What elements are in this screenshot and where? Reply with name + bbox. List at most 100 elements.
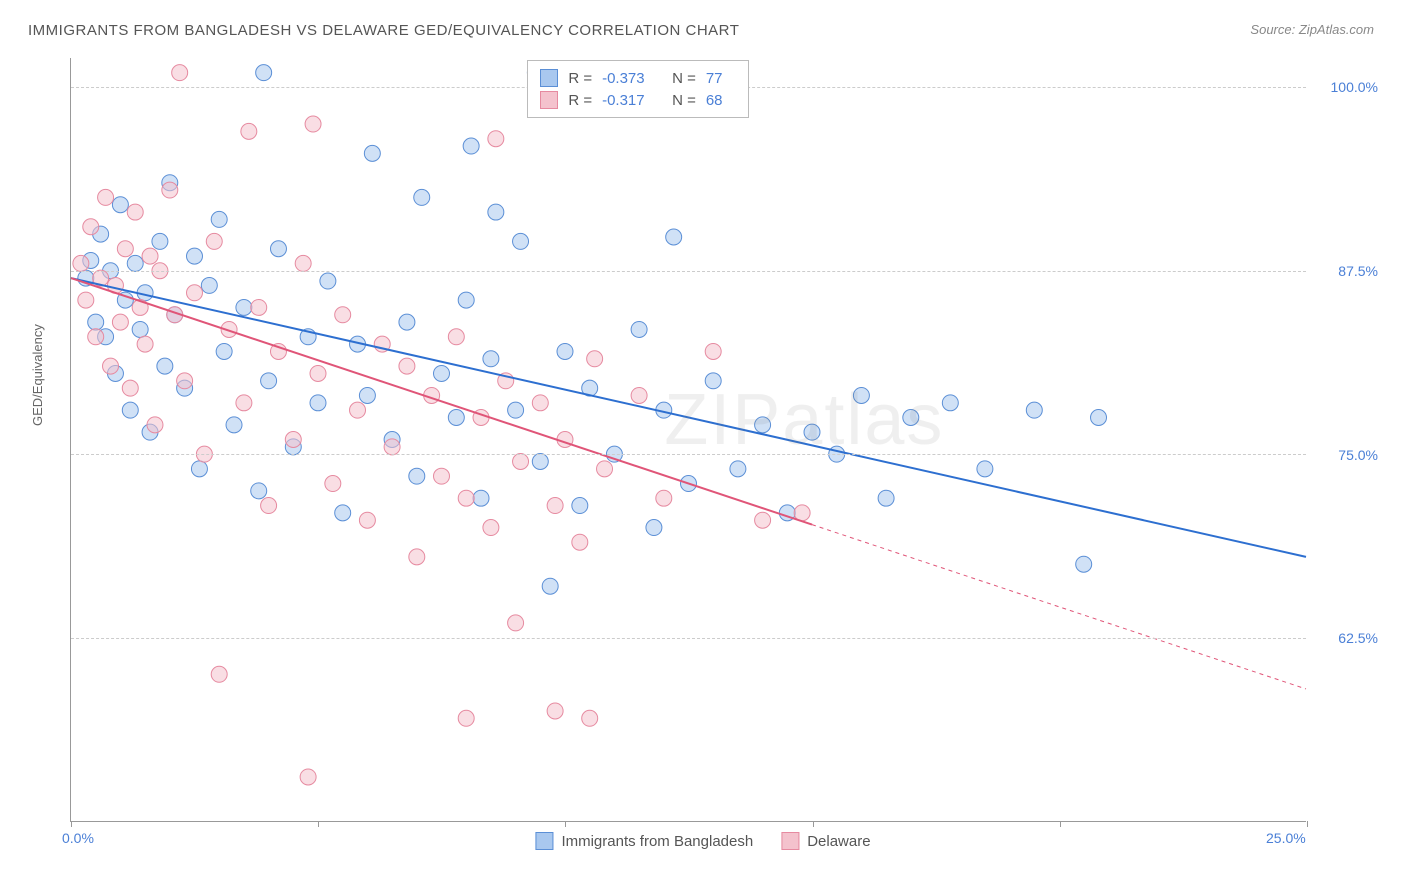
data-point [310, 395, 326, 411]
data-point [631, 387, 647, 403]
data-point [206, 233, 222, 249]
legend-stats-box: R = -0.373 N = 77 R = -0.317 N = 68 [527, 60, 749, 118]
legend-stat-row: R = -0.317 N = 68 [540, 89, 736, 111]
xtick [813, 821, 814, 827]
data-point [458, 710, 474, 726]
legend-label: Delaware [807, 833, 870, 850]
data-point [98, 189, 114, 205]
data-point [364, 145, 380, 161]
data-point [191, 461, 207, 477]
legend-item: Delaware [781, 832, 870, 850]
data-point [73, 255, 89, 271]
data-point [251, 483, 267, 499]
data-point [483, 351, 499, 367]
data-point [483, 520, 499, 536]
data-point [646, 520, 662, 536]
xtick [1060, 821, 1061, 827]
data-point [705, 373, 721, 389]
ytick-label: 75.0% [1338, 447, 1378, 463]
ytick-label: 100.0% [1331, 79, 1378, 95]
data-point [300, 769, 316, 785]
data-point [1026, 402, 1042, 418]
legend-swatch [540, 69, 558, 87]
legend-stat-row: R = -0.373 N = 77 [540, 67, 736, 89]
data-point [187, 285, 203, 301]
data-point [409, 468, 425, 484]
data-point [532, 454, 548, 470]
data-point [508, 615, 524, 631]
xtick [318, 821, 319, 827]
data-point [448, 329, 464, 345]
data-point [705, 343, 721, 359]
xtick-label: 25.0% [1266, 830, 1306, 846]
data-point [572, 534, 588, 550]
data-point [942, 395, 958, 411]
data-point [177, 373, 193, 389]
data-point [631, 321, 647, 337]
data-point [236, 299, 252, 315]
data-point [409, 549, 425, 565]
data-point [532, 395, 548, 411]
data-point [755, 417, 771, 433]
data-point [201, 277, 217, 293]
data-point [458, 292, 474, 308]
data-point [216, 343, 232, 359]
source-value: ZipAtlas.com [1299, 22, 1374, 37]
data-point [597, 461, 613, 477]
data-point [473, 490, 489, 506]
data-point [241, 123, 257, 139]
data-point [122, 402, 138, 418]
trend-line [71, 278, 812, 525]
data-point [350, 402, 366, 418]
n-label: N = [672, 70, 696, 87]
xtick [1307, 821, 1308, 827]
data-point [359, 512, 375, 528]
r-value: -0.317 [602, 92, 662, 109]
data-point [132, 321, 148, 337]
trend-line-dashed [812, 525, 1306, 689]
data-point [434, 468, 450, 484]
n-label: N = [672, 92, 696, 109]
ytick-label: 87.5% [1338, 263, 1378, 279]
data-point [251, 299, 267, 315]
data-point [172, 65, 188, 81]
data-point [1076, 556, 1092, 572]
data-point [903, 410, 919, 426]
data-point [88, 314, 104, 330]
r-value: -0.373 [602, 70, 662, 87]
plot-area: ZIPatlas [70, 58, 1306, 822]
data-point [117, 241, 133, 257]
data-point [157, 358, 173, 374]
data-point [226, 417, 242, 433]
data-point [434, 365, 450, 381]
y-axis-label: GED/Equivalency [30, 324, 45, 426]
data-point [547, 703, 563, 719]
n-value: 77 [706, 70, 736, 87]
chart-container: IMMIGRANTS FROM BANGLADESH VS DELAWARE G… [10, 10, 1396, 882]
data-point [384, 439, 400, 455]
r-label: R = [568, 70, 592, 87]
plot-svg [71, 58, 1306, 821]
data-point [261, 373, 277, 389]
n-value: 68 [706, 92, 736, 109]
data-point [320, 273, 336, 289]
data-point [513, 454, 529, 470]
data-point [211, 211, 227, 227]
data-point [261, 498, 277, 514]
data-point [325, 476, 341, 492]
data-point [270, 241, 286, 257]
data-point [656, 490, 672, 506]
data-point [666, 229, 682, 245]
data-point [542, 578, 558, 594]
gridline [71, 454, 1306, 455]
data-point [508, 402, 524, 418]
legend-swatch [540, 91, 558, 109]
data-point [572, 498, 588, 514]
data-point [112, 314, 128, 330]
xtick-label: 0.0% [62, 830, 94, 846]
data-point [804, 424, 820, 440]
bottom-legend: Immigrants from BangladeshDelaware [535, 832, 870, 850]
xtick [565, 821, 566, 827]
legend-swatch [535, 832, 553, 850]
r-label: R = [568, 92, 592, 109]
